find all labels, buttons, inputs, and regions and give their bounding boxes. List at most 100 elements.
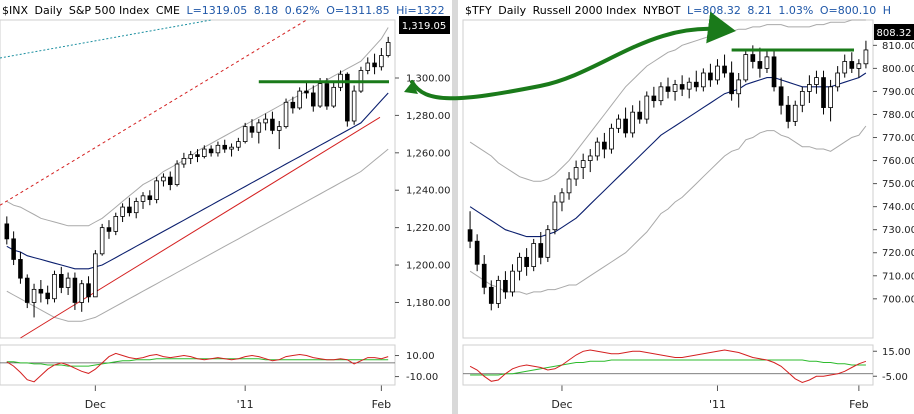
candle-body xyxy=(644,95,650,120)
candle-body xyxy=(120,206,125,217)
candle-body xyxy=(4,223,10,240)
candle-body xyxy=(616,118,621,129)
sp500-last-price-label: 1,319.05 xyxy=(402,21,447,32)
y-tick-label: 790.00 xyxy=(882,87,914,98)
candle-body xyxy=(79,283,84,303)
candle-body xyxy=(771,56,777,88)
oscillator-red-line xyxy=(6,352,389,383)
candle-body xyxy=(503,279,508,293)
candle-body xyxy=(263,118,268,124)
x-tick-label: '11 xyxy=(709,398,726,411)
candle-body xyxy=(106,227,112,232)
x-tick-label: Feb xyxy=(849,398,868,411)
y-tick-label: 1,280.00 xyxy=(406,111,451,122)
russell2000-oscillator-panel xyxy=(462,344,874,386)
candle-body xyxy=(215,144,221,154)
y-tick-label: 770.00 xyxy=(882,133,914,144)
candle-body xyxy=(524,256,529,267)
bollinger-lower-line xyxy=(469,125,867,295)
candle-body xyxy=(488,286,494,304)
candle-body xyxy=(517,256,522,272)
candle-body xyxy=(510,270,515,293)
russell2000-chart: $TFY Daily Russell 2000 Index NYBOT L=80… xyxy=(462,4,914,411)
candle-body xyxy=(658,86,664,102)
candle-body xyxy=(849,61,855,69)
candle-body xyxy=(602,141,607,150)
candle-body xyxy=(304,90,309,94)
candle-body xyxy=(365,62,371,71)
candle-body xyxy=(236,141,241,148)
candle-body xyxy=(38,288,44,294)
candle-body xyxy=(256,122,262,133)
candle-body xyxy=(127,206,132,214)
candle-body xyxy=(594,141,600,157)
candle-body xyxy=(729,72,734,95)
panel-divider[interactable] xyxy=(452,0,458,414)
candle-body xyxy=(587,155,593,161)
comparison-arrow-tail-head xyxy=(404,82,418,94)
candle-body xyxy=(140,195,146,202)
russell2000-oscillator: 15.00 -5.00 xyxy=(463,347,911,384)
candle-body xyxy=(481,263,487,288)
candle-body xyxy=(693,81,699,88)
sp500-oscillator-panel xyxy=(0,344,396,386)
candle-body xyxy=(778,86,784,106)
candle-body xyxy=(372,62,377,68)
candle-body xyxy=(559,192,565,203)
candle-body xyxy=(651,95,657,102)
candle-body xyxy=(799,91,805,106)
candle-body xyxy=(552,201,558,231)
candle-body xyxy=(31,288,37,303)
candle-body xyxy=(311,92,316,107)
candle-body xyxy=(202,148,207,157)
candle-body xyxy=(11,238,16,260)
candle-body xyxy=(573,167,579,180)
x-tick-label: Feb xyxy=(372,398,391,411)
candle-body xyxy=(637,111,643,120)
candle-body xyxy=(701,72,706,88)
candle-body xyxy=(59,273,64,288)
candle-body xyxy=(297,90,302,109)
russell2000-main-plot xyxy=(462,19,874,339)
oscillator-y-tick-label: 10.00 xyxy=(406,351,435,362)
candle-body xyxy=(113,216,119,232)
candle-body xyxy=(99,227,105,255)
candle-body xyxy=(174,163,180,186)
russell2000-y-axis: 810.00 800.00 790.00 780.00 770.00 760.00 750.… xyxy=(873,41,914,305)
candle-body xyxy=(792,104,798,122)
moving-average-line xyxy=(469,72,867,238)
y-tick-label: 740.00 xyxy=(882,202,914,213)
y-tick-label: 750.00 xyxy=(882,179,914,190)
russell2000-candles xyxy=(467,40,869,311)
candle-body xyxy=(863,49,869,65)
y-tick-label: 1,220.00 xyxy=(406,223,451,234)
candle-body xyxy=(630,111,635,134)
y-tick-label: 760.00 xyxy=(882,156,914,167)
candle-body xyxy=(385,42,391,56)
candle-body xyxy=(814,77,819,85)
candle-body xyxy=(167,176,173,186)
candle-body xyxy=(623,118,628,134)
candle-body xyxy=(290,101,296,109)
candle-body xyxy=(679,84,685,90)
y-tick-label: 1,200.00 xyxy=(406,261,451,272)
candle-body xyxy=(208,148,214,154)
candle-body xyxy=(474,240,480,265)
candle-body xyxy=(531,243,537,267)
candle-body xyxy=(538,243,544,258)
y-tick-label: 800.00 xyxy=(882,64,914,75)
candle-body xyxy=(283,101,289,128)
candle-body xyxy=(24,277,30,303)
sp500-chart: $INX Daily S&P 500 Index CME L=1319.05 8… xyxy=(0,4,451,411)
y-tick-label: 810.00 xyxy=(882,41,914,52)
russell2000-x-axis: Dec '11 Feb xyxy=(551,385,869,411)
candle-body xyxy=(708,72,713,81)
bollinger-lower-line xyxy=(6,148,389,322)
oscillator-red-line xyxy=(469,349,867,384)
y-tick-label: 720.00 xyxy=(882,248,914,259)
sp500-oscillator: 10.00 -10.00 xyxy=(0,351,438,383)
y-tick-label: 1,240.00 xyxy=(406,186,451,197)
candle-body xyxy=(154,180,159,200)
